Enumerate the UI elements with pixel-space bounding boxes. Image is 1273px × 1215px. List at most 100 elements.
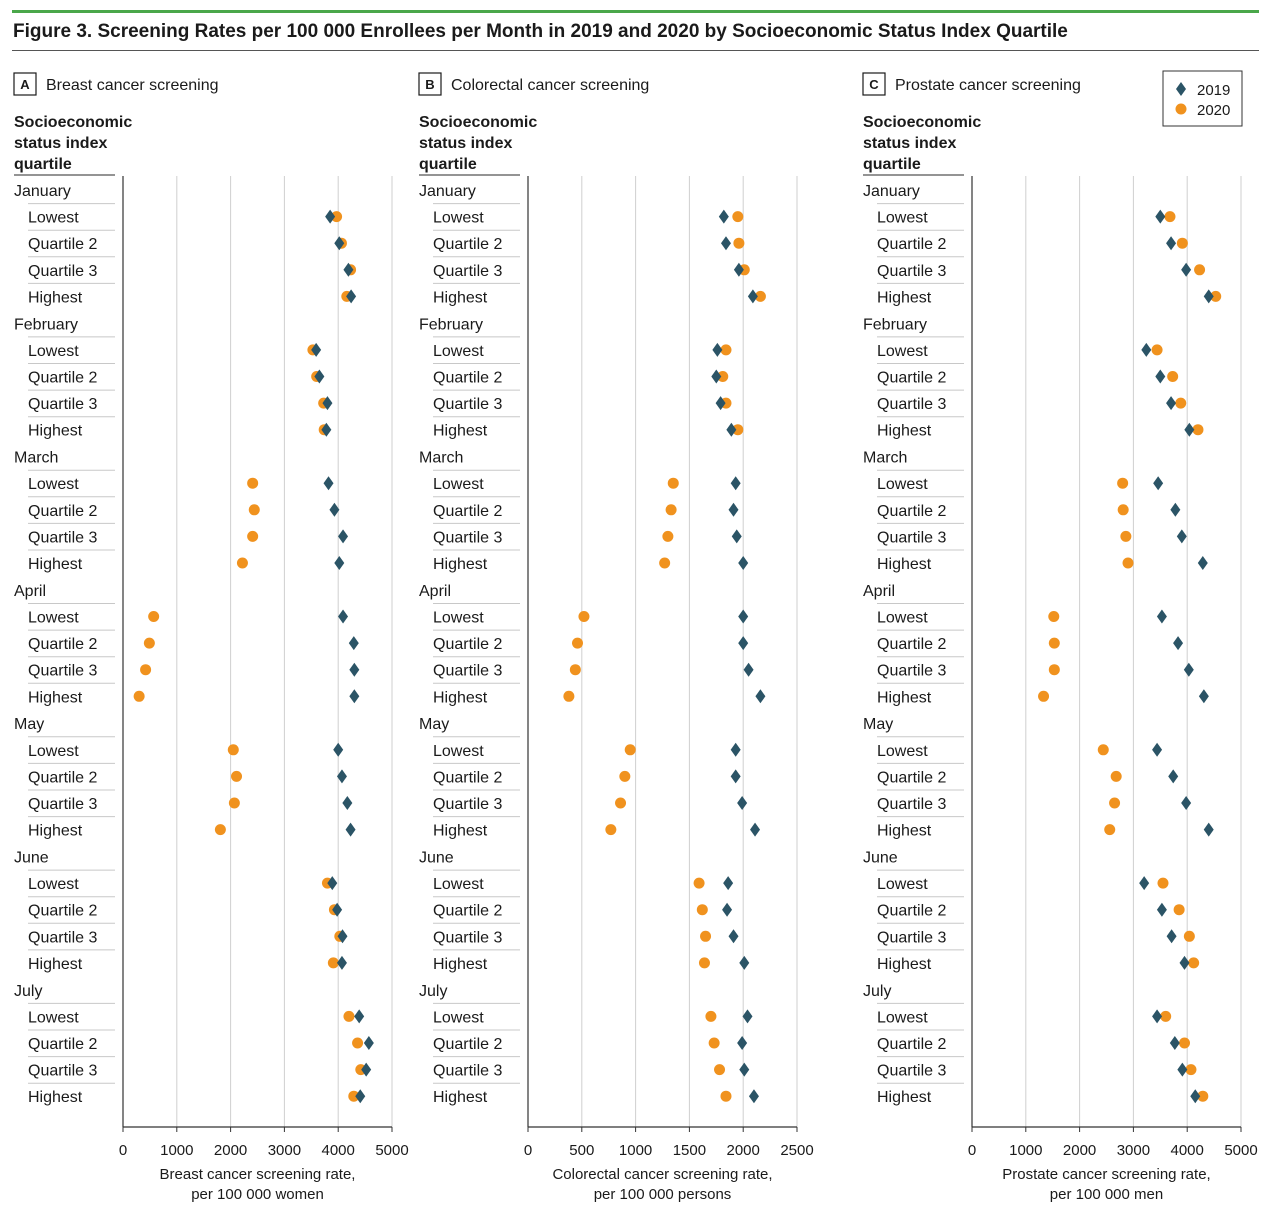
point-2019 bbox=[321, 422, 332, 437]
quartile-label: Quartile 2 bbox=[877, 769, 946, 786]
point-2019 bbox=[1184, 422, 1195, 437]
quartile-label: Highest bbox=[28, 556, 83, 573]
point-2019 bbox=[739, 955, 750, 970]
quartile-label: Highest bbox=[28, 423, 83, 440]
point-2019 bbox=[738, 636, 749, 651]
point-2020 bbox=[247, 530, 259, 542]
top-accent-bar bbox=[12, 10, 1259, 13]
point-2020 bbox=[1160, 1010, 1172, 1022]
month-label: July bbox=[419, 983, 447, 1000]
quartile-label: Lowest bbox=[877, 1009, 928, 1026]
point-2019 bbox=[733, 262, 744, 277]
point-2020 bbox=[732, 424, 744, 436]
month-label: March bbox=[14, 450, 58, 467]
point-2020 bbox=[343, 1010, 355, 1022]
point-2019 bbox=[343, 262, 354, 277]
point-2019 bbox=[334, 556, 345, 570]
point-2019 bbox=[1203, 289, 1214, 304]
point-2019 bbox=[346, 289, 357, 304]
point-2019 bbox=[327, 876, 338, 891]
point-2020 bbox=[227, 744, 239, 756]
quartile-label: Lowest bbox=[433, 210, 484, 227]
point-2019 bbox=[755, 689, 766, 704]
point-2020 bbox=[140, 664, 152, 676]
point-2019 bbox=[737, 1036, 748, 1050]
x-tick-label: 3000 bbox=[1117, 1142, 1150, 1159]
point-2020 bbox=[331, 211, 343, 223]
quartile-label: Highest bbox=[433, 556, 488, 573]
point-2019 bbox=[1181, 796, 1192, 810]
quartile-label: Highest bbox=[877, 556, 932, 573]
point-2020 bbox=[571, 637, 583, 649]
point-2020 bbox=[720, 1090, 732, 1102]
quartile-label: Lowest bbox=[877, 876, 928, 893]
quartile-label: Quartile 2 bbox=[877, 370, 946, 387]
row-header-line: Socioeconomic bbox=[14, 114, 132, 131]
x-tick-label: 500 bbox=[569, 1142, 594, 1159]
point-2019 bbox=[1166, 396, 1177, 411]
point-2020 bbox=[619, 770, 631, 782]
legend-marker-2019 bbox=[1176, 82, 1186, 96]
point-2019 bbox=[711, 369, 722, 384]
quartile-label: Quartile 3 bbox=[28, 529, 97, 546]
quartile-label: Quartile 2 bbox=[433, 636, 502, 653]
point-2020 bbox=[563, 690, 575, 702]
month-label: March bbox=[863, 450, 907, 467]
point-2019 bbox=[1141, 342, 1152, 357]
panel-letter-box bbox=[862, 72, 886, 96]
point-2020 bbox=[327, 957, 339, 969]
quartile-label: Quartile 3 bbox=[28, 929, 97, 946]
quartile-label: Quartile 3 bbox=[433, 929, 502, 946]
panel-letter-box bbox=[418, 72, 442, 96]
point-2020 bbox=[1122, 557, 1134, 569]
quartile-label: Lowest bbox=[433, 1009, 484, 1026]
quartile-label: Lowest bbox=[433, 343, 484, 360]
point-2020 bbox=[1110, 770, 1122, 782]
month-label: May bbox=[863, 716, 893, 733]
point-2019 bbox=[354, 1009, 365, 1024]
point-2019 bbox=[748, 1089, 759, 1104]
point-2020 bbox=[1167, 371, 1179, 382]
x-tick-label: 3000 bbox=[268, 1142, 301, 1159]
x-tick-label: 1500 bbox=[673, 1142, 706, 1159]
point-2020 bbox=[733, 237, 745, 249]
x-tick-label: 4000 bbox=[1171, 1142, 1204, 1159]
point-2020 bbox=[1048, 637, 1060, 649]
x-tick-label: 5000 bbox=[375, 1142, 408, 1159]
quartile-label: Quartile 2 bbox=[433, 903, 502, 920]
point-2019 bbox=[355, 1089, 366, 1104]
point-2020 bbox=[1173, 904, 1185, 916]
quartile-label: Highest bbox=[433, 1089, 488, 1106]
point-2020 bbox=[714, 1064, 726, 1076]
point-2019 bbox=[738, 556, 749, 570]
month-label: May bbox=[419, 716, 449, 733]
point-2019 bbox=[1166, 929, 1177, 944]
point-2019 bbox=[730, 742, 741, 757]
point-2020 bbox=[214, 824, 226, 836]
x-tick-label: 2000 bbox=[727, 1142, 760, 1159]
quartile-label: Quartile 3 bbox=[433, 263, 502, 280]
month-label: February bbox=[14, 316, 78, 333]
quartile-label: Quartile 3 bbox=[433, 1063, 502, 1080]
month-label: July bbox=[14, 983, 42, 1000]
quartile-label: Quartile 2 bbox=[877, 903, 946, 920]
point-2019 bbox=[739, 1062, 750, 1077]
quartile-label: Quartile 3 bbox=[28, 1063, 97, 1080]
point-2019 bbox=[349, 689, 360, 704]
point-2019 bbox=[1168, 769, 1179, 784]
quartile-label: Highest bbox=[877, 823, 932, 840]
quartile-label: Quartile 2 bbox=[433, 236, 502, 253]
point-2020 bbox=[705, 1010, 717, 1022]
legend-marker-2020 bbox=[1175, 103, 1187, 115]
point-2020 bbox=[578, 611, 590, 622]
x-tick-label: 0 bbox=[524, 1142, 532, 1159]
quartile-label: Lowest bbox=[28, 343, 79, 360]
point-2019 bbox=[334, 236, 345, 251]
quartile-label: Quartile 2 bbox=[28, 236, 97, 253]
quartile-label: Quartile 2 bbox=[28, 903, 97, 920]
x-axis-label: Breast cancer screening rate, bbox=[160, 1166, 356, 1183]
quartile-label: Highest bbox=[28, 823, 83, 840]
quartile-label: Quartile 2 bbox=[28, 503, 97, 520]
point-2019 bbox=[1183, 662, 1194, 677]
panel-title: Colorectal cancer screening bbox=[451, 77, 649, 94]
